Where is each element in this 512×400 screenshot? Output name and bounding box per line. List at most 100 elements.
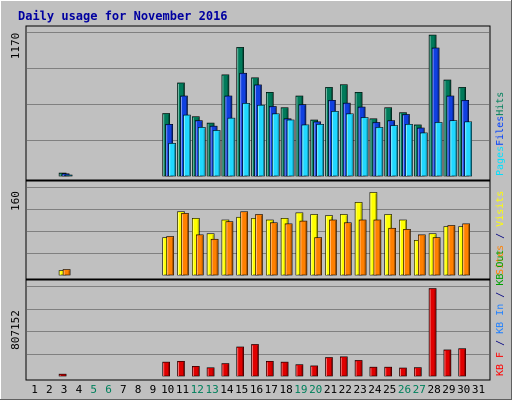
- legend-entry: KB F: [495, 352, 506, 376]
- x-tick-label-day-18: 18: [279, 383, 292, 396]
- panel-bottom-max-label: 807152: [9, 310, 22, 350]
- bar-pages-day-16: [257, 104, 265, 177]
- panel-bottom-background: [25, 279, 491, 381]
- bar-sites-day-18: [284, 223, 293, 276]
- bar-kb-f-day-17: [265, 360, 274, 377]
- bar-pages-day-26: [405, 124, 413, 177]
- bar-pages-day-11: [183, 114, 191, 177]
- bar-sites-day-22: [343, 222, 352, 276]
- bar-pages-day-17: [271, 113, 280, 177]
- bar-sites-day-17: [269, 222, 278, 276]
- x-tick-label-day-21: 21: [324, 383, 337, 396]
- bar-pages-day-10: [168, 143, 176, 177]
- bar-pages-day-25: [390, 125, 399, 177]
- bar-sites-day-15: [240, 211, 248, 276]
- bar-pages-day-22: [345, 113, 354, 177]
- legend-entry: KB In: [495, 304, 506, 334]
- x-tick-label-day-30: 30: [457, 383, 470, 396]
- x-tick-label-day-26: 26: [398, 383, 411, 396]
- legend-entry: Files: [495, 116, 506, 146]
- bar-kb-f-day-3: [58, 373, 67, 377]
- x-tick-label-day-27: 27: [413, 383, 426, 396]
- x-tick-label-day-9: 9: [150, 383, 157, 396]
- legend-entry: Pages: [495, 146, 506, 176]
- bar-kb-f-day-11: [177, 360, 185, 377]
- bar-kb-f-day-18: [280, 361, 289, 377]
- bar-pages-day-24: [375, 127, 384, 177]
- bar-sites-day-25: [388, 227, 397, 276]
- x-tick-label-day-19: 19: [294, 383, 307, 396]
- bar-sites-day-11: [181, 213, 189, 276]
- x-tick-label-day-2: 2: [46, 383, 53, 396]
- bar-pages-day-28: [434, 122, 443, 177]
- bar-sites-day-3: [62, 269, 71, 276]
- bar-sites-day-21: [329, 219, 337, 276]
- x-tick-label-day-7: 7: [120, 383, 127, 396]
- bar-pages-day-12: [198, 127, 206, 177]
- bar-sites-day-20: [314, 237, 323, 276]
- bar-sites-day-12: [196, 234, 204, 276]
- bar-kb-f-day-22: [339, 356, 348, 377]
- x-tick-label-day-15: 15: [235, 383, 248, 396]
- x-tick-label-day-17: 17: [265, 383, 278, 396]
- bar-sites-day-19: [299, 220, 308, 276]
- x-tick-label-day-3: 3: [61, 383, 68, 396]
- x-tick-label-day-1: 1: [31, 383, 38, 396]
- bar-sites-day-28: [432, 237, 441, 276]
- bar-sites-day-13: [210, 238, 219, 276]
- bar-sites-day-24: [373, 219, 382, 276]
- bar-kb-f-day-16: [251, 344, 259, 377]
- panel-bottom-legend: KB F / KB In / KB Out: [495, 250, 506, 376]
- bar-pages-day-3: [64, 174, 73, 177]
- legend-entry: /: [495, 286, 506, 304]
- panel-middle: 160 Sites / Visits: [9, 180, 506, 280]
- bar-kb-f-day-10: [162, 361, 170, 377]
- bar-kb-f-day-24: [369, 366, 378, 377]
- x-tick-label-day-23: 23: [353, 383, 366, 396]
- x-tick-label-day-20: 20: [309, 383, 322, 396]
- x-tick-label-day-16: 16: [250, 383, 263, 396]
- bar-kb-f-day-30: [458, 348, 467, 377]
- x-tick-label-day-5: 5: [90, 383, 97, 396]
- x-tick-label-day-12: 12: [191, 383, 204, 396]
- bar-kb-f-day-12: [192, 366, 200, 377]
- x-tick-label-day-4: 4: [76, 383, 83, 396]
- bar-sites-day-30: [462, 223, 471, 276]
- panel-top-legend: PagesFilesHits: [495, 92, 506, 176]
- bar-kb-f-day-21: [325, 357, 333, 377]
- legend-entry: Visits: [495, 191, 506, 227]
- bar-kb-f-day-23: [354, 360, 363, 377]
- bar-pages-day-29: [449, 120, 458, 177]
- x-tick-label-day-31: 31: [472, 383, 485, 396]
- x-tick-label-day-8: 8: [135, 383, 142, 396]
- bar-kb-f-day-15: [236, 346, 244, 377]
- panel-middle-legend: Sites / Visits: [495, 191, 506, 275]
- bar-kb-f-day-19: [295, 364, 304, 377]
- bar-pages-day-20: [316, 124, 325, 177]
- x-tick-label-day-24: 24: [368, 383, 382, 396]
- bar-pages-day-27: [419, 132, 428, 177]
- chart-title: Daily usage for November 2016: [18, 9, 228, 23]
- x-tick-label-day-11: 11: [176, 383, 189, 396]
- bar-kb-f-day-28: [428, 288, 437, 377]
- bar-pages-day-19: [301, 124, 310, 177]
- panel-top-max-label: 1170: [9, 33, 22, 60]
- panel-bottom: 807152 KB F / KB In / KB Out: [9, 250, 506, 381]
- bar-kb-f-day-14: [221, 363, 230, 377]
- legend-entry: KB Out: [495, 250, 506, 286]
- bar-sites-day-29: [447, 225, 456, 276]
- bar-sites-day-27: [417, 234, 426, 276]
- legend-entry: Sites: [495, 245, 506, 275]
- x-tick-label-day-28: 28: [427, 383, 440, 396]
- legend-entry: Hits: [495, 92, 506, 116]
- bar-sites-day-26: [403, 229, 411, 276]
- bar-sites-day-23: [358, 219, 367, 276]
- panel-middle-max-label: 160: [9, 191, 22, 211]
- bar-pages-day-30: [464, 121, 473, 177]
- x-tick-label-day-10: 10: [161, 383, 174, 396]
- x-tick-label-day-25: 25: [383, 383, 396, 396]
- bar-sites-day-16: [255, 214, 263, 276]
- bar-pages-day-18: [286, 119, 295, 177]
